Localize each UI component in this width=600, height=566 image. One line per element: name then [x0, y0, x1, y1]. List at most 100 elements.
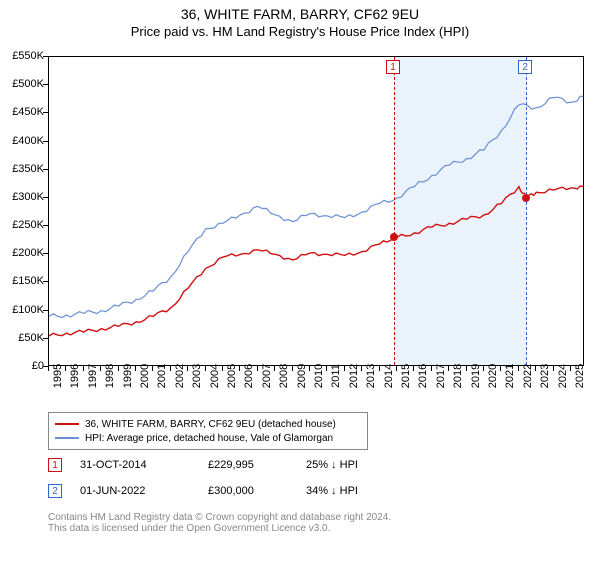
y-tick [43, 338, 48, 339]
x-tick-label: 2019 [470, 364, 482, 388]
legend-label: HPI: Average price, detached house, Vale… [85, 433, 333, 444]
x-tick-label: 2001 [156, 364, 168, 388]
x-tick-label: 1997 [87, 364, 99, 388]
x-tick-label: 1998 [104, 364, 116, 388]
y-tick [43, 56, 48, 57]
x-tick-label: 1995 [52, 364, 64, 388]
series-hpi [49, 96, 583, 317]
y-tick [43, 310, 48, 311]
y-tick-label: £100K [4, 304, 44, 316]
x-tick-label: 2022 [522, 364, 534, 388]
x-tick-label: 2008 [278, 364, 290, 388]
x-tick-label: 2011 [330, 364, 342, 388]
x-tick [535, 366, 536, 371]
x-tick-label: 2013 [365, 364, 377, 388]
y-tick-label: £50K [4, 332, 44, 344]
x-tick [83, 366, 84, 371]
x-tick-label: 2002 [174, 364, 186, 388]
x-tick [239, 366, 240, 371]
x-tick-label: 2014 [383, 364, 395, 388]
x-tick-label: 2009 [296, 364, 308, 388]
x-tick [135, 366, 136, 371]
x-tick-label: 2024 [557, 364, 569, 388]
x-tick [448, 366, 449, 371]
x-tick [431, 366, 432, 371]
x-tick-label: 2012 [348, 364, 360, 388]
x-tick-label: 1999 [122, 364, 134, 388]
y-tick [43, 225, 48, 226]
footer-line-1: Contains HM Land Registry data © Crown c… [48, 512, 391, 523]
sale-detail-date: 01-JUN-2022 [80, 485, 190, 497]
legend-item: HPI: Average price, detached house, Vale… [55, 431, 361, 445]
sale-detail-row: 1 31-OCT-2014 £229,995 25% ↓ HPI [48, 458, 358, 472]
title-subtitle: Price paid vs. HM Land Registry's House … [0, 24, 600, 39]
y-tick [43, 281, 48, 282]
footer-line-2: This data is licensed under the Open Gov… [48, 523, 391, 534]
x-tick [344, 366, 345, 371]
legend-label: 36, WHITE FARM, BARRY, CF62 9EU (detache… [85, 419, 336, 430]
x-tick [553, 366, 554, 371]
sale-detail-delta: 25% ↓ HPI [306, 459, 358, 471]
legend-item: 36, WHITE FARM, BARRY, CF62 9EU (detache… [55, 417, 361, 431]
y-tick [43, 84, 48, 85]
titles: 36, WHITE FARM, BARRY, CF62 9EU Price pa… [0, 6, 600, 39]
y-tick [43, 197, 48, 198]
x-tick-label: 2003 [191, 364, 203, 388]
y-tick-label: £250K [4, 219, 44, 231]
x-tick [100, 366, 101, 371]
x-tick [257, 366, 258, 371]
sale-marker-line [526, 57, 527, 365]
y-tick-label: £150K [4, 275, 44, 287]
y-tick-label: £300K [4, 191, 44, 203]
x-tick [205, 366, 206, 371]
x-tick [152, 366, 153, 371]
x-tick-label: 2004 [209, 364, 221, 388]
sale-dot [390, 233, 398, 241]
x-tick [483, 366, 484, 371]
x-tick [466, 366, 467, 371]
chart-svg [49, 57, 585, 367]
x-tick [65, 366, 66, 371]
x-tick [500, 366, 501, 371]
legend-swatch [55, 423, 79, 425]
y-tick [43, 112, 48, 113]
sale-detail-delta: 34% ↓ HPI [306, 485, 358, 497]
x-tick [170, 366, 171, 371]
y-tick-label: £0 [4, 360, 44, 372]
x-tick [326, 366, 327, 371]
x-tick-label: 2021 [504, 364, 516, 388]
x-tick [361, 366, 362, 371]
sale-detail-badge: 1 [48, 458, 62, 472]
sale-detail-price: £300,000 [208, 485, 288, 497]
sale-detail-date: 31-OCT-2014 [80, 459, 190, 471]
x-tick [118, 366, 119, 371]
series-price [49, 186, 583, 336]
y-tick-label: £200K [4, 247, 44, 259]
x-tick-label: 1996 [69, 364, 81, 388]
legend-swatch [55, 437, 79, 439]
y-tick [43, 169, 48, 170]
x-tick-label: 2025 [574, 364, 586, 388]
legend: 36, WHITE FARM, BARRY, CF62 9EU (detache… [48, 412, 368, 450]
sale-detail-badge: 2 [48, 484, 62, 498]
footer-attribution: Contains HM Land Registry data © Crown c… [48, 512, 391, 534]
sale-marker-badge: 2 [518, 60, 532, 74]
x-tick [187, 366, 188, 371]
x-tick-label: 2016 [417, 364, 429, 388]
x-tick-label: 2017 [435, 364, 447, 388]
x-tick-label: 2006 [243, 364, 255, 388]
x-tick-label: 2000 [139, 364, 151, 388]
y-tick [43, 141, 48, 142]
x-tick-label: 2005 [226, 364, 238, 388]
sale-detail-row: 2 01-JUN-2022 £300,000 34% ↓ HPI [48, 484, 358, 498]
y-tick-label: £350K [4, 163, 44, 175]
x-tick [222, 366, 223, 371]
x-tick-label: 2020 [487, 364, 499, 388]
x-tick [379, 366, 380, 371]
x-tick-label: 2015 [400, 364, 412, 388]
x-tick [274, 366, 275, 371]
sale-detail-price: £229,995 [208, 459, 288, 471]
x-tick-label: 2007 [261, 364, 273, 388]
x-tick [570, 366, 571, 371]
x-tick-label: 2023 [539, 364, 551, 388]
